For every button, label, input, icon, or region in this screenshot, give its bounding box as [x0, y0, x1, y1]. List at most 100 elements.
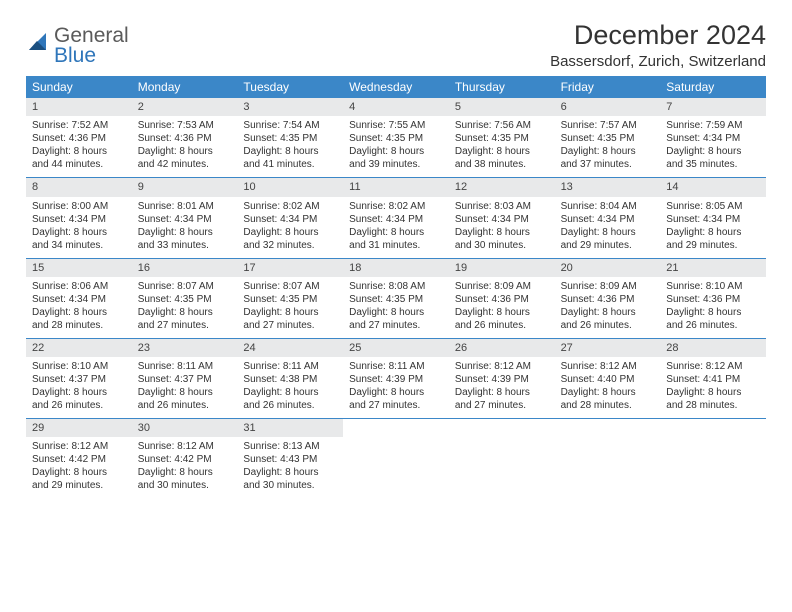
daylight-text: Daylight: 8 hours and 27 minutes.	[349, 386, 443, 412]
day-cell: 25 Sunrise: 8:11 AMSunset: 4:39 PMDayligh…	[343, 339, 449, 418]
sunrise-text: Sunrise: 7:54 AM	[243, 119, 337, 132]
header: General Blue December 2024 Bassersdorf, …	[26, 20, 766, 70]
day-number: 7	[660, 98, 766, 116]
sunrise-text: Sunrise: 8:12 AM	[32, 440, 126, 453]
location: Bassersdorf, Zurich, Switzerland	[550, 53, 766, 70]
daylight-text: Daylight: 8 hours and 42 minutes.	[138, 145, 232, 171]
day-cell: 22Sunrise: 8:10 AMSunset: 4:37 PMDayligh…	[26, 339, 132, 418]
sunrise-text: Sunrise: 8:08 AM	[349, 280, 443, 293]
sunset-text: Sunset: 4:34 PM	[138, 213, 232, 226]
day-cell: 30Sunrise: 8:12 AMSunset: 4:42 PMDayligh…	[132, 419, 238, 498]
sunset-text: Sunset: 4:35 PM	[349, 132, 443, 145]
day-number: 27	[555, 339, 661, 357]
day-cell: 15Sunrise: 8:06 AMSunset: 4:34 PMDayligh…	[26, 259, 132, 338]
sunrise-text: Sunrise: 8:12 AM	[666, 360, 760, 373]
logo-part1: General	[54, 26, 129, 46]
day-number: 21	[660, 259, 766, 277]
daylight-text: Daylight: 8 hours and 27 minutes.	[455, 386, 549, 412]
day-cell: 14Sunrise: 8:05 AMSunset: 4:34 PMDayligh…	[660, 178, 766, 257]
sunset-text: Sunset: 4:35 PM	[455, 132, 549, 145]
sunset-text: Sunset: 4:43 PM	[243, 453, 337, 466]
sunset-text: Sunset: 4:34 PM	[666, 132, 760, 145]
day-number: 28	[660, 339, 766, 357]
sunrise-text: Sunrise: 8:02 AM	[243, 200, 337, 213]
daylight-text: Daylight: 8 hours and 34 minutes.	[32, 226, 126, 252]
day-number: 3	[237, 98, 343, 116]
sunset-text: Sunset: 4:34 PM	[561, 213, 655, 226]
daylight-text: Daylight: 8 hours and 26 minutes.	[243, 386, 337, 412]
day-number: 15	[26, 259, 132, 277]
sunset-text: Sunset: 4:39 PM	[455, 373, 549, 386]
sunrise-text: Sunrise: 7:55 AM	[349, 119, 443, 132]
month-title: December 2024	[550, 20, 766, 51]
day-number: 4	[343, 98, 449, 116]
day-number: 8	[26, 178, 132, 196]
day-cell: 21Sunrise: 8:10 AMSunset: 4:36 PMDayligh…	[660, 259, 766, 338]
daylight-text: Daylight: 8 hours and 30 minutes.	[138, 466, 232, 492]
day-cell: 1Sunrise: 7:52 AMSunset: 4:36 PMDaylight…	[26, 98, 132, 177]
day-cell	[660, 419, 766, 498]
daylight-text: Daylight: 8 hours and 27 minutes.	[138, 306, 232, 332]
daylight-text: Daylight: 8 hours and 32 minutes.	[243, 226, 337, 252]
daylight-text: Daylight: 8 hours and 31 minutes.	[349, 226, 443, 252]
day-cell: 10Sunrise: 8:02 AMSunset: 4:34 PMDayligh…	[237, 178, 343, 257]
day-number: 25	[343, 339, 449, 357]
sunset-text: Sunset: 4:34 PM	[243, 213, 337, 226]
day-cell: 4Sunrise: 7:55 AMSunset: 4:35 PMDaylight…	[343, 98, 449, 177]
week-row: 1Sunrise: 7:52 AMSunset: 4:36 PMDaylight…	[26, 98, 766, 178]
day-number: 20	[555, 259, 661, 277]
sunset-text: Sunset: 4:35 PM	[243, 293, 337, 306]
daylight-text: Daylight: 8 hours and 38 minutes.	[455, 145, 549, 171]
sunrise-text: Sunrise: 8:07 AM	[243, 280, 337, 293]
day-number: 2	[132, 98, 238, 116]
day-cell: 8Sunrise: 8:00 AMSunset: 4:34 PMDaylight…	[26, 178, 132, 257]
day-number: 23	[132, 339, 238, 357]
day-cell: 31Sunrise: 8:13 AMSunset: 4:43 PMDayligh…	[237, 419, 343, 498]
sunset-text: Sunset: 4:36 PM	[666, 293, 760, 306]
week-row: 29Sunrise: 8:12 AMSunset: 4:42 PMDayligh…	[26, 419, 766, 498]
sunset-text: Sunset: 4:35 PM	[138, 293, 232, 306]
dayhead-sunday: Sunday	[26, 76, 132, 98]
sunset-text: Sunset: 4:35 PM	[561, 132, 655, 145]
sunrise-text: Sunrise: 8:12 AM	[138, 440, 232, 453]
daylight-text: Daylight: 8 hours and 35 minutes.	[666, 145, 760, 171]
daylight-text: Daylight: 8 hours and 29 minutes.	[561, 226, 655, 252]
day-cell: 5 Sunrise: 7:56 AMSunset: 4:35 PMDaylight…	[449, 98, 555, 177]
day-number: 18	[343, 259, 449, 277]
day-cell: 2Sunrise: 7:53 AMSunset: 4:36 PMDaylight…	[132, 98, 238, 177]
dayhead-saturday: Saturday	[660, 76, 766, 98]
daylight-text: Daylight: 8 hours and 26 minutes.	[561, 306, 655, 332]
day-number: 30	[132, 419, 238, 437]
sunrise-text: Sunrise: 7:56 AM	[455, 119, 549, 132]
sunrise-text: Sunrise: 8:10 AM	[32, 360, 126, 373]
day-cell: 18 Sunrise: 8:08 AMSunset: 4:35 PMDayligh…	[343, 259, 449, 338]
sunset-text: Sunset: 4:39 PM	[349, 373, 443, 386]
daylight-text: Daylight: 8 hours and 41 minutes.	[243, 145, 337, 171]
sunrise-text: Sunrise: 8:11 AM	[349, 360, 443, 373]
day-number	[555, 419, 661, 437]
daylight-text: Daylight: 8 hours and 29 minutes.	[666, 226, 760, 252]
day-number: 13	[555, 178, 661, 196]
sunset-text: Sunset: 4:36 PM	[138, 132, 232, 145]
dayhead-wednesday: Wednesday	[343, 76, 449, 98]
day-cell: 11Sunrise: 8:02 AMSunset: 4:34 PMDayligh…	[343, 178, 449, 257]
daylight-text: Daylight: 8 hours and 26 minutes.	[138, 386, 232, 412]
sunset-text: Sunset: 4:34 PM	[455, 213, 549, 226]
daylight-text: Daylight: 8 hours and 33 minutes.	[138, 226, 232, 252]
sunrise-text: Sunrise: 7:52 AM	[32, 119, 126, 132]
day-cell: 7 Sunrise: 7:59 AMSunset: 4:34 PMDaylight…	[660, 98, 766, 177]
sunrise-text: Sunrise: 8:12 AM	[561, 360, 655, 373]
daylight-text: Daylight: 8 hours and 30 minutes.	[455, 226, 549, 252]
daylight-text: Daylight: 8 hours and 27 minutes.	[349, 306, 443, 332]
daylight-text: Daylight: 8 hours and 28 minutes.	[32, 306, 126, 332]
sunset-text: Sunset: 4:35 PM	[243, 132, 337, 145]
day-number: 5	[449, 98, 555, 116]
sunset-text: Sunset: 4:42 PM	[32, 453, 126, 466]
sunrise-text: Sunrise: 8:04 AM	[561, 200, 655, 213]
sunrise-text: Sunrise: 8:13 AM	[243, 440, 337, 453]
daylight-text: Daylight: 8 hours and 26 minutes.	[32, 386, 126, 412]
sunrise-text: Sunrise: 7:59 AM	[666, 119, 760, 132]
daylight-text: Daylight: 8 hours and 27 minutes.	[243, 306, 337, 332]
day-cell: 20Sunrise: 8:09 AMSunset: 4:36 PMDayligh…	[555, 259, 661, 338]
sunset-text: Sunset: 4:35 PM	[349, 293, 443, 306]
